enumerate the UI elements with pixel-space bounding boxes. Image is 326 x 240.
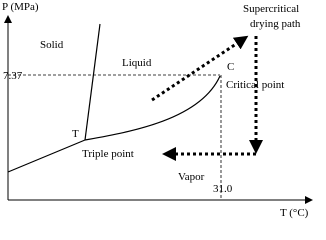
x-axis-label: T (°C) — [280, 207, 309, 219]
path-label: drying path — [250, 18, 301, 30]
sublimation-curve — [7, 139, 86, 173]
path-label: Supercritical — [243, 3, 299, 15]
critical-pressure: 7.37 — [3, 70, 23, 82]
triple-label: Triple point — [82, 148, 134, 160]
path-arrow — [151, 35, 249, 102]
critical-temperature: 31.0 — [213, 183, 233, 195]
y-axis-label: P (MPa) — [2, 1, 39, 13]
triple-symbol: T — [72, 128, 79, 140]
phase-diagram: P (MPa) T (°C) 7.37 31.0 Solid Liquid Va… — [2, 1, 313, 219]
liquid-label: Liquid — [122, 57, 152, 69]
solid-label: Solid — [40, 39, 64, 51]
boiling-curve — [84, 75, 221, 141]
critical-symbol: C — [227, 61, 234, 73]
vapor-label: Vapor — [178, 171, 205, 183]
melting-curve — [84, 23, 101, 141]
